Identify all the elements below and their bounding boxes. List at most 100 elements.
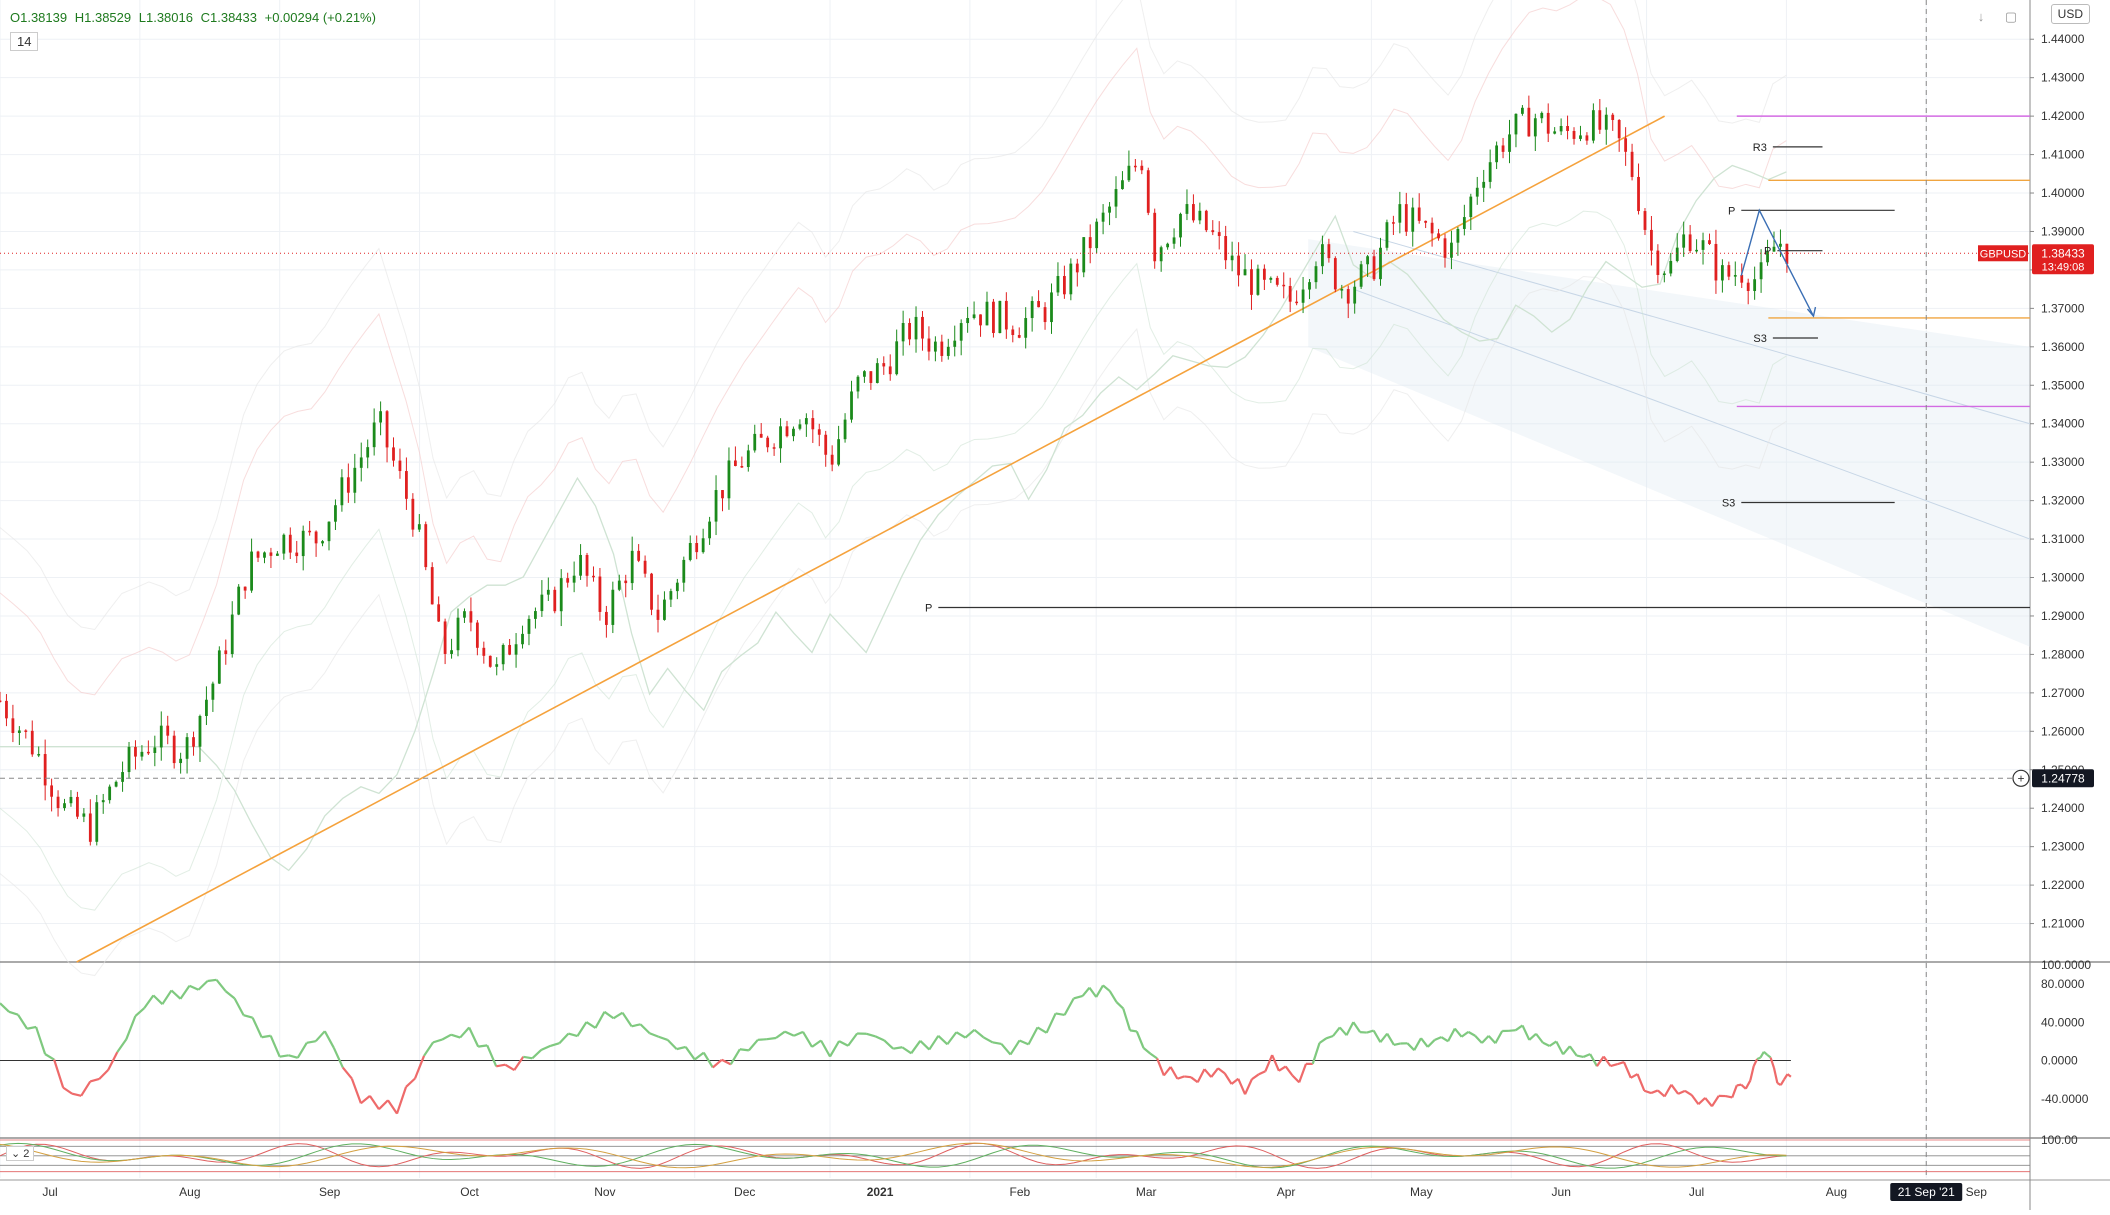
candle-body [257, 552, 260, 558]
cci-segment [1010, 1040, 1019, 1054]
candle-body [1618, 120, 1621, 138]
candle-body [1624, 138, 1627, 152]
candle-body [199, 716, 202, 747]
candle-body [321, 541, 324, 543]
cci-segment [424, 1042, 433, 1055]
candle-body [1586, 135, 1589, 140]
candle-body [573, 576, 576, 583]
arrow-down-icon[interactable]: ↓ [1972, 8, 1990, 26]
candle-body [1663, 273, 1666, 275]
cci-segment [1144, 1048, 1151, 1054]
candle-body [1173, 237, 1176, 243]
cci-segment [794, 1032, 803, 1036]
maximize-icon[interactable]: ▢ [2002, 8, 2020, 26]
time-axis-label: Dec [734, 1185, 755, 1199]
cci-segment [1671, 1085, 1678, 1094]
candle-body [1257, 269, 1260, 295]
pivot-level-label: P [1764, 246, 1771, 258]
candle-body [1018, 335, 1021, 338]
cci-segment [1698, 1098, 1705, 1104]
candle-body [82, 813, 85, 816]
candle-body [773, 447, 776, 449]
cci-segment [343, 1068, 352, 1079]
cci-segment [1103, 985, 1110, 991]
cci-segment [1096, 985, 1103, 997]
candle-body [1115, 189, 1118, 207]
price-tick-label: 1.30000 [2041, 571, 2085, 585]
cci-segment [767, 1038, 776, 1039]
cci-segment [99, 1070, 108, 1079]
cci-segment [1757, 1058, 1760, 1060]
price-tick-label: 1.44000 [2041, 32, 2085, 46]
cci-segment [352, 1079, 361, 1104]
candle-body [489, 656, 492, 667]
candle-body [1057, 276, 1060, 292]
cci-segment [1218, 1068, 1225, 1073]
candle-body [1069, 264, 1072, 295]
candle-body [857, 377, 860, 392]
cci-segment [623, 1013, 632, 1027]
candle-body [508, 645, 511, 655]
candle-body [1153, 213, 1156, 261]
candle-body [792, 429, 795, 436]
price-tick-label: 1.22000 [2041, 878, 2085, 892]
candle-body [1760, 262, 1763, 279]
candle-body [760, 434, 763, 438]
cci-segment [1604, 1056, 1611, 1066]
change-value: +0.00294 (+0.21%) [265, 10, 376, 25]
candle-body [334, 505, 337, 521]
cci-segment [523, 1057, 532, 1059]
candle-body [1457, 229, 1460, 243]
cci-segment [1771, 1058, 1774, 1068]
cci-segment [1353, 1022, 1360, 1032]
candle-body [1560, 126, 1563, 131]
cci-segment [1089, 988, 1096, 997]
cci-segment [1746, 1080, 1751, 1088]
candle-body [1508, 134, 1511, 151]
osc2-tag[interactable]: ⌄ 2 [6, 1146, 34, 1161]
cci-tick-label: -40.0000 [2041, 1092, 2089, 1106]
candle-body [1579, 135, 1582, 139]
currency-button[interactable]: USD [2051, 4, 2090, 24]
cci-segment [947, 1032, 956, 1044]
candle-body [1540, 113, 1543, 118]
candle-body [1405, 204, 1408, 232]
candle-body [1024, 318, 1027, 338]
candle-body [515, 644, 518, 654]
candle-body [599, 577, 602, 612]
candle-body [844, 420, 847, 440]
time-axis-label: Jul [1689, 1185, 1704, 1199]
candle-body [811, 418, 814, 429]
cci-segment [45, 1054, 54, 1059]
cci-segment [442, 1035, 451, 1040]
cci-segment [1130, 1030, 1137, 1031]
candle-body [476, 623, 479, 648]
indicator-length-tag[interactable]: 14 [10, 32, 38, 51]
candle-body [366, 447, 369, 457]
pivot-level-label: R3 [1753, 142, 1767, 154]
cci-segment [632, 1024, 641, 1026]
cci-segment [956, 1032, 965, 1037]
cci-segment [1665, 1085, 1672, 1097]
cci-segment [1523, 1025, 1530, 1039]
cci-segment [1198, 1069, 1205, 1082]
candle-body [237, 587, 240, 615]
candle-body [134, 747, 137, 757]
candle-body [1295, 302, 1298, 304]
candle-body [1108, 207, 1111, 213]
time-axis-label: Apr [1277, 1185, 1296, 1199]
candle-body [108, 787, 111, 801]
candle-body [624, 581, 627, 583]
candle-body [973, 314, 976, 318]
candle-body [1534, 118, 1537, 136]
candle-body [1689, 234, 1692, 251]
candle-body [650, 574, 653, 610]
candle-body [1050, 292, 1053, 322]
price-tick-label: 1.42000 [2041, 109, 2085, 123]
candle-body [547, 590, 550, 595]
cci-segment [271, 1036, 280, 1057]
candle-body [1166, 244, 1169, 248]
candle-body [869, 371, 872, 383]
